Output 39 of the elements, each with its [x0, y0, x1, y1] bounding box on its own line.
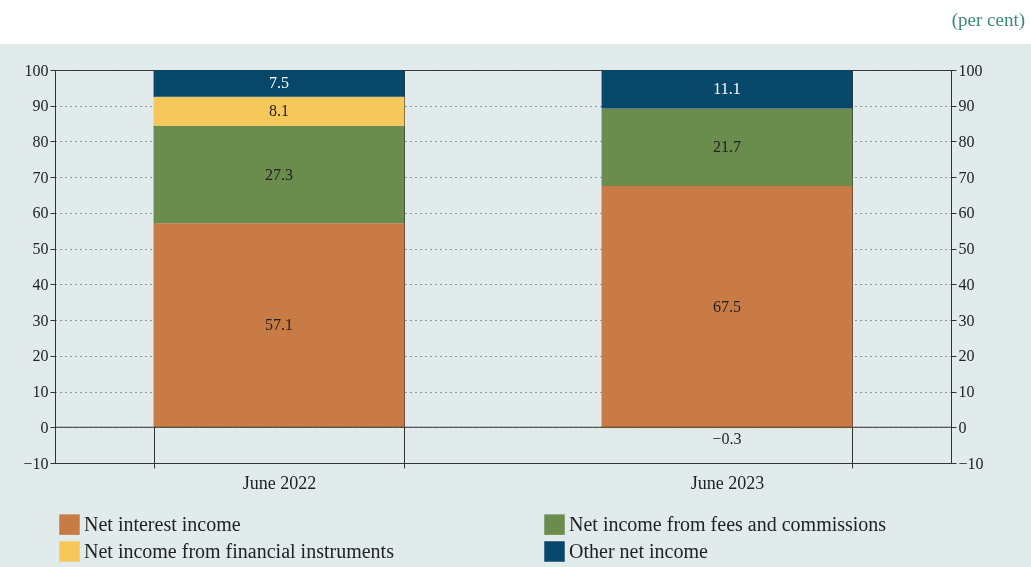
legend-label: Net interest income — [84, 512, 241, 535]
y-tick-label: 0 — [40, 418, 49, 436]
y-tick-label: 60 — [32, 204, 49, 222]
y2-tick-label: 20 — [958, 347, 975, 365]
y-tick-label: 10 — [32, 383, 49, 401]
y2-tick-label: 80 — [958, 132, 975, 150]
data-label: 21.7 — [713, 138, 741, 156]
data-label: 27.3 — [265, 165, 293, 183]
data-label: 7.5 — [269, 74, 289, 92]
y2-tick-label: 40 — [958, 275, 975, 293]
x-tick-label: June 2023 — [690, 472, 765, 493]
data-label: 11.1 — [713, 79, 741, 97]
y2-tick-label: −10 — [958, 454, 984, 472]
y-tick-label: −10 — [23, 454, 49, 472]
y-tick-label: 50 — [32, 240, 49, 258]
data-label: 8.1 — [269, 102, 289, 120]
y-tick-label: 80 — [32, 132, 49, 150]
data-label: 57.1 — [265, 316, 293, 334]
data-label: −0.3 — [712, 430, 742, 448]
y2-tick-label: 10 — [958, 383, 975, 401]
y-tick-label: 40 — [32, 275, 49, 293]
legend-label: Net income from fees and commissions — [569, 512, 887, 535]
y2-tick-label: 90 — [958, 97, 975, 115]
legend-label: Net income from financial instruments — [84, 539, 395, 562]
x-tick-label: June 2022 — [242, 472, 317, 493]
y-tick-label: 70 — [32, 168, 49, 186]
y2-tick-label: 100 — [958, 61, 983, 79]
y-tick-label: 30 — [32, 311, 49, 329]
y2-tick-label: 30 — [958, 311, 975, 329]
y2-tick-label: 50 — [958, 240, 975, 258]
legend-label: Other net income — [569, 539, 708, 562]
y2-tick-label: 70 — [958, 168, 975, 186]
y-tick-label: 20 — [32, 347, 49, 365]
y-tick-label: 100 — [24, 61, 49, 79]
data-label: 67.5 — [713, 297, 741, 315]
y-tick-label: 90 — [32, 97, 49, 115]
text: (per cent) — [950, 8, 1026, 32]
y2-tick-label: 0 — [958, 418, 967, 436]
y2-tick-label: 60 — [958, 204, 975, 222]
